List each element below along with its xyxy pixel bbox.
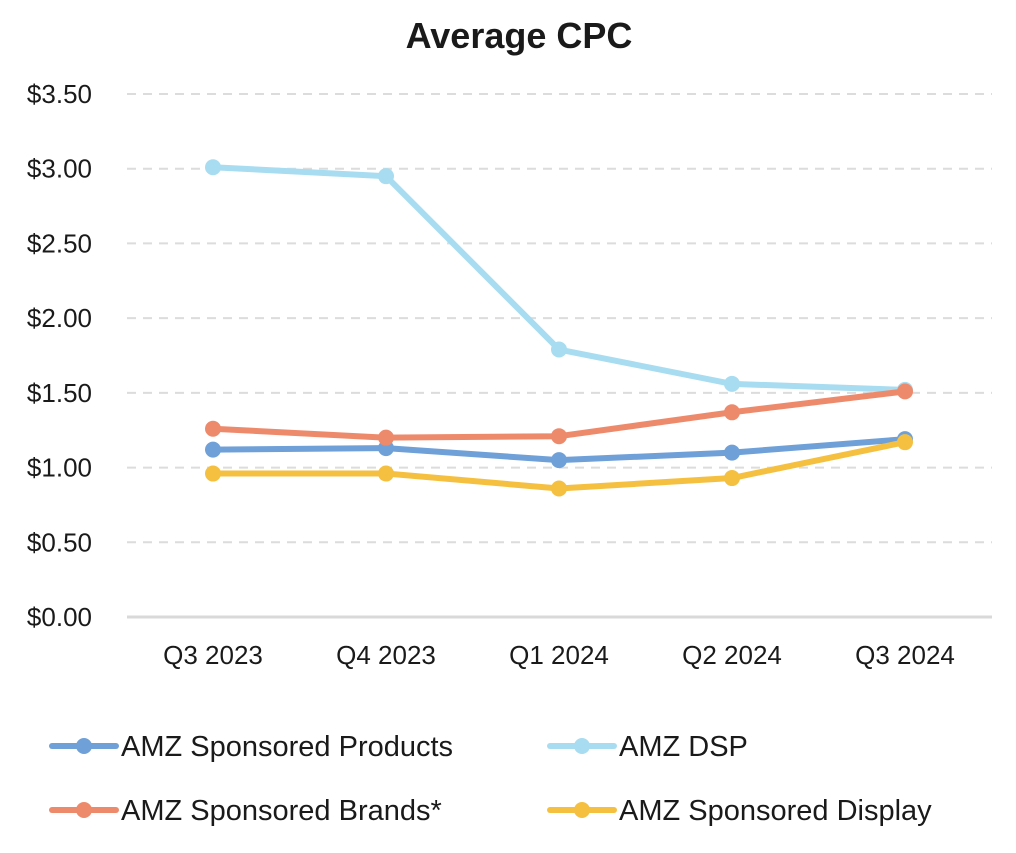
data-point[interactable] <box>551 452 567 469</box>
y-tick-label: $0.50 <box>27 527 92 557</box>
data-point[interactable] <box>724 444 740 461</box>
data-point[interactable] <box>205 441 221 458</box>
x-tick-label: Q1 2024 <box>509 640 609 670</box>
legend-item[interactable]: AMZ Sponsored Brands* <box>49 795 442 827</box>
data-point[interactable] <box>205 465 221 482</box>
data-point[interactable] <box>378 429 394 446</box>
data-point[interactable] <box>897 434 913 451</box>
data-point[interactable] <box>724 404 740 421</box>
x-tick-label: Q3 2024 <box>855 640 955 670</box>
y-tick-label: $1.00 <box>27 453 92 483</box>
data-point[interactable] <box>724 375 740 392</box>
series-amz-sponsored-display <box>205 434 913 497</box>
y-tick-label: $1.50 <box>27 378 92 408</box>
data-point[interactable] <box>551 341 567 358</box>
series-lines <box>205 159 913 497</box>
series-amz-sponsored-brands <box>205 383 913 446</box>
data-point[interactable] <box>205 420 221 437</box>
x-tick-label: Q4 2023 <box>336 640 436 670</box>
x-axis: Q3 2023 Q4 2023 Q1 2024 Q2 2024 Q3 2024 <box>163 640 955 670</box>
y-tick-label: $2.50 <box>27 228 92 258</box>
chart-title: Average CPC <box>406 15 633 56</box>
data-point[interactable] <box>724 470 740 487</box>
x-tick-label: Q3 2023 <box>163 640 263 670</box>
data-point[interactable] <box>378 465 394 482</box>
y-axis: $0.00 $0.50 $1.00 $1.50 $2.00 $2.50 $3.00 $3.50 <box>27 79 92 632</box>
legend-label: AMZ Sponsored Display <box>619 795 932 827</box>
y-tick-label: $2.00 <box>27 303 92 333</box>
y-tick-label: $3.00 <box>27 154 92 184</box>
legend-item[interactable]: AMZ Sponsored Products <box>49 731 453 763</box>
legend-swatch-marker <box>574 738 590 754</box>
data-point[interactable] <box>551 480 567 497</box>
legend-swatch-marker <box>574 802 590 818</box>
data-point[interactable] <box>897 383 913 400</box>
y-tick-label: $3.50 <box>27 79 92 109</box>
data-point[interactable] <box>205 159 221 176</box>
x-tick-label: Q2 2024 <box>682 640 782 670</box>
y-tick-label: $0.00 <box>27 602 92 632</box>
legend: AMZ Sponsored Products AMZ DSP AMZ Sponsor… <box>49 731 932 827</box>
legend-item[interactable]: AMZ DSP <box>547 731 748 763</box>
series-amz-dsp <box>205 159 913 398</box>
legend-label: AMZ DSP <box>619 731 748 763</box>
legend-swatch-marker <box>76 738 92 754</box>
legend-label: AMZ Sponsored Products <box>121 731 453 763</box>
legend-swatch-marker <box>76 802 92 818</box>
data-point[interactable] <box>378 168 394 185</box>
legend-item[interactable]: AMZ Sponsored Display <box>547 795 932 827</box>
legend-label: AMZ Sponsored Brands* <box>121 795 442 827</box>
data-point[interactable] <box>551 428 567 445</box>
